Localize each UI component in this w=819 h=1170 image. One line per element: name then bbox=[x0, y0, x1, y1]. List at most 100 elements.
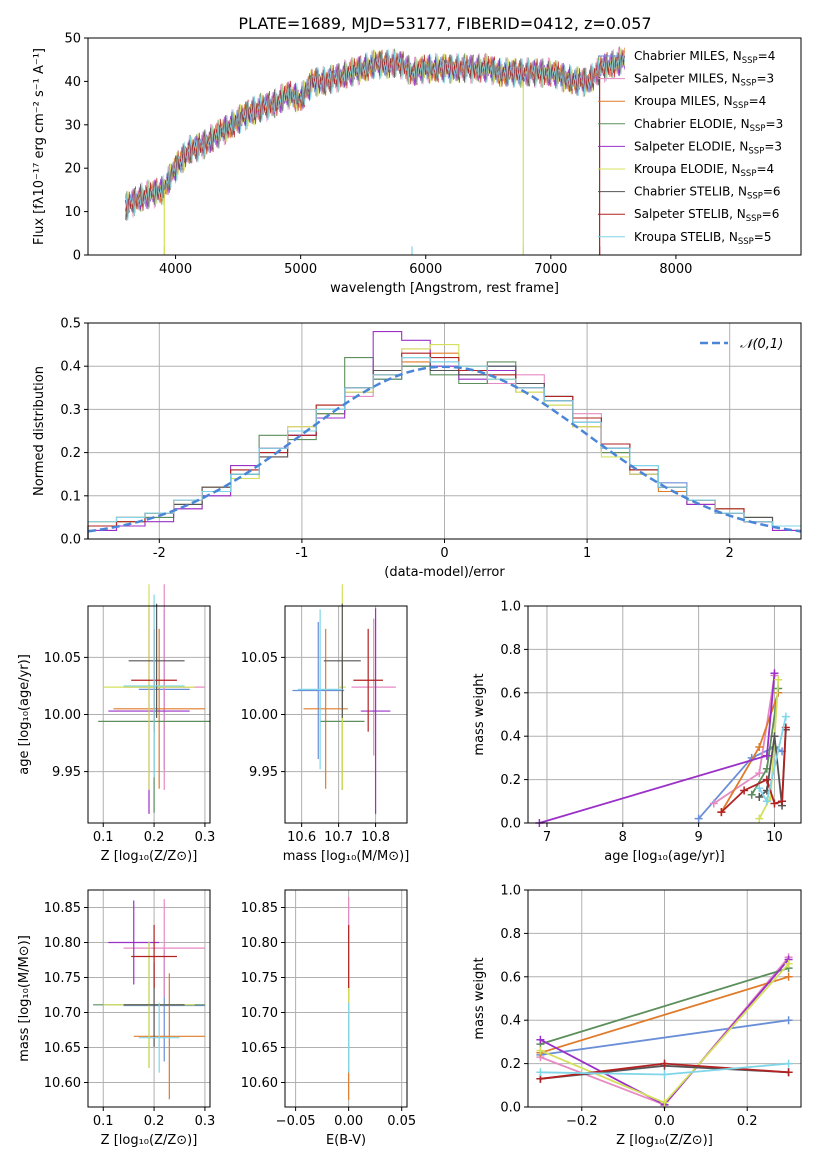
x-tick-label: 5000 bbox=[284, 262, 317, 277]
plot-area-mass_vs_Z bbox=[93, 899, 205, 1100]
axes-age_vs_mass: 10.6 10.7 10.8 9.95 10.00 10.05 mass [log₁₀(M/… bbox=[241, 584, 409, 864]
y-tick-label: 0.6 bbox=[500, 686, 521, 701]
axes-frame bbox=[87, 322, 802, 540]
histogram-kroupa_stelib bbox=[87, 357, 801, 539]
y-tick-label: 10.00 bbox=[44, 708, 81, 723]
weight-marker bbox=[660, 1098, 669, 1107]
axes-weight_vs_age: 7 8 9 10 0.0 0.2 0.4 0.6 0.8 1.0 age [log₁₀(age/yr… bbox=[472, 600, 802, 864]
legend-label: Chabrier MILES, NSSP=4 bbox=[634, 49, 775, 66]
weight-marker bbox=[536, 1046, 545, 1055]
y-tick-label: 10.70 bbox=[44, 1006, 81, 1021]
legend-label: Kroupa MILES, NSSP=4 bbox=[634, 94, 766, 111]
x-tick-label: -1 bbox=[295, 546, 308, 561]
weight-marker bbox=[770, 669, 779, 678]
plot-area-residuals bbox=[87, 331, 802, 539]
x-tick-label: 2 bbox=[726, 546, 734, 561]
y-axis-label: Normed distribution bbox=[32, 366, 47, 496]
legend-label-normal: 𝒩(0,1) bbox=[740, 337, 783, 352]
x-tick-label: 0.05 bbox=[387, 1114, 416, 1129]
spectrum-line-kroupa_stelib bbox=[125, 49, 625, 220]
y-tick-label: 10.85 bbox=[44, 901, 81, 916]
weight-line-chabrier_miles bbox=[697, 745, 783, 820]
weight-marker bbox=[755, 784, 764, 793]
weight-marker bbox=[778, 797, 787, 806]
y-tick-label: 10.00 bbox=[241, 708, 278, 723]
y-tick-label: 10.65 bbox=[241, 1041, 278, 1056]
x-tick-label: 8000 bbox=[659, 262, 692, 277]
weight-marker bbox=[784, 959, 793, 968]
weight-marker bbox=[762, 797, 771, 806]
axes-age_vs_Z: 0.1 0.2 0.3 9.95 10.00 10.05 Z [log₁₀(Z/Z⊙)] ag… bbox=[17, 584, 215, 864]
figure-title: PLATE=1689, MJD=53177, FIBERID=0412, z=0… bbox=[238, 14, 651, 33]
weight-marker bbox=[536, 1035, 545, 1044]
y-tick-label: 10.80 bbox=[241, 936, 278, 951]
y-tick-label: 0.3 bbox=[60, 403, 81, 418]
weight-marker bbox=[755, 743, 764, 752]
x-axis-label: wavelength [Angstrom, rest frame] bbox=[330, 281, 559, 296]
axes-residuals: -2 -1 0 1 2 0.0 0.1 0.2 0.3 0.4 0.5 (data-model)/er… bbox=[32, 317, 802, 580]
plot-area-age_vs_mass bbox=[292, 584, 396, 814]
weight-marker bbox=[762, 775, 771, 784]
x-tick-label: 0.3 bbox=[195, 1114, 216, 1129]
axes-frame bbox=[87, 37, 802, 256]
y-tick-label: 0 bbox=[73, 249, 81, 264]
plot-area-spectrum bbox=[125, 46, 625, 255]
legend-label: Salpeter STELIB, NSSP=6 bbox=[634, 207, 779, 224]
x-tick-label: 6000 bbox=[409, 262, 442, 277]
x-tick-label: 0.2 bbox=[144, 1114, 165, 1129]
weight-marker bbox=[770, 799, 779, 808]
x-tick-label: 1 bbox=[583, 546, 591, 561]
x-tick-label: 10.8 bbox=[361, 830, 390, 845]
y-tick-label: 0.4 bbox=[500, 730, 521, 745]
weight-marker bbox=[784, 1068, 793, 1077]
y-tick-label: 0.5 bbox=[60, 317, 81, 332]
legend-label: Chabrier ELODIE, NSSP=3 bbox=[634, 117, 783, 134]
x-tick-label: 10.6 bbox=[287, 830, 316, 845]
weight-marker bbox=[781, 712, 790, 721]
axes-mass_vs_Z: 0.1 0.2 0.3 10.60 10.65 10.70 10.75 10.80 10.85 Z… bbox=[17, 889, 216, 1148]
spectrum-legend: Chabrier MILES, NSSP=4 Salpeter MILES, NS… bbox=[598, 49, 783, 247]
y-tick-label: 10.60 bbox=[44, 1076, 81, 1091]
y-tick-label: 10.75 bbox=[241, 971, 278, 986]
weight-line-chabrier_elodie bbox=[540, 967, 789, 1045]
y-axis-label: age [log₁₀(age/yr)] bbox=[17, 654, 32, 775]
y-tick-label: 10.05 bbox=[241, 651, 278, 666]
legend-label: Salpeter MILES, NSSP=3 bbox=[634, 72, 774, 89]
weight-marker bbox=[762, 751, 771, 760]
weight-line-kroupa_miles bbox=[540, 975, 789, 1054]
axes-frame bbox=[284, 889, 408, 1108]
y-tick-label: 9.95 bbox=[52, 765, 81, 780]
x-tick-label: 7000 bbox=[534, 262, 567, 277]
x-tick-label: 7 bbox=[543, 830, 551, 845]
axes-mass_vs_ebv: −0.05 0.00 0.05 10.60 10.65 10.70 10.75 10.80 10… bbox=[241, 889, 416, 1148]
weight-line-salpeter_elodie bbox=[539, 673, 776, 824]
y-tick-label: 0.8 bbox=[500, 927, 521, 942]
y-tick-label: 10.05 bbox=[44, 651, 81, 666]
weight-marker bbox=[536, 1068, 545, 1077]
x-axis-label: Z [log₁₀(Z/Z⊙)] bbox=[616, 1133, 713, 1148]
axes-frame bbox=[87, 889, 211, 1108]
x-tick-label: 0 bbox=[440, 546, 448, 561]
x-axis-label: age [log₁₀(age/yr)] bbox=[604, 849, 725, 864]
y-tick-label: 0.0 bbox=[500, 817, 521, 832]
y-tick-label: 10.75 bbox=[44, 971, 81, 986]
weight-marker bbox=[694, 814, 703, 823]
weight-marker bbox=[784, 972, 793, 981]
legend-label: Chabrier STELIB, NSSP=6 bbox=[634, 185, 781, 202]
x-tick-label: 4000 bbox=[159, 262, 192, 277]
y-tick-label: 10.65 bbox=[44, 1041, 81, 1056]
x-tick-label: 0.1 bbox=[93, 830, 114, 845]
weight-line-salpeter_miles bbox=[713, 675, 776, 805]
y-tick-label: 1.0 bbox=[500, 600, 521, 615]
y-tick-label: 40 bbox=[64, 75, 81, 90]
y-tick-label: 0.4 bbox=[60, 360, 81, 375]
weight-marker bbox=[784, 1016, 793, 1025]
weight-marker bbox=[660, 1070, 669, 1079]
y-tick-label: 10.85 bbox=[241, 901, 278, 916]
axes-frame bbox=[284, 605, 408, 824]
x-tick-label: −0.2 bbox=[566, 1114, 598, 1129]
y-tick-label: 0.4 bbox=[500, 1014, 521, 1029]
y-tick-label: 0.0 bbox=[60, 533, 81, 548]
x-axis-label: E(B-V) bbox=[326, 1133, 366, 1148]
